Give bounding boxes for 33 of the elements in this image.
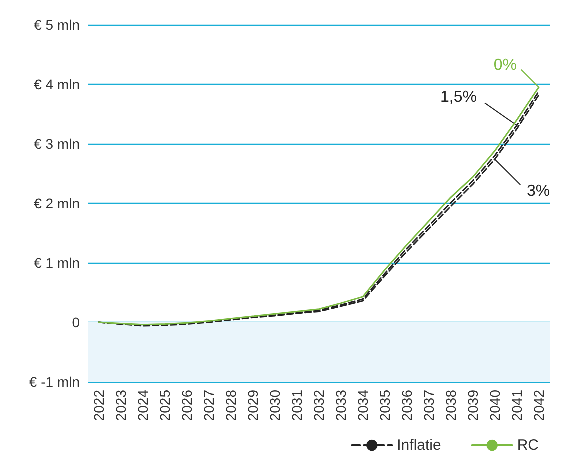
annotation: 0% [494, 56, 517, 74]
y-tick-label: € -1 mln [29, 374, 80, 390]
y-tick-label: 0 [72, 314, 80, 330]
x-tick-label: 2034 [355, 390, 371, 422]
x-tick-label: 2027 [201, 390, 217, 422]
x-tick-label: 2036 [399, 390, 415, 422]
x-tick-label: 2031 [289, 390, 305, 422]
legend-label: RC [517, 437, 540, 454]
x-tick-label: 2037 [421, 390, 437, 422]
y-tick-label: € 1 mln [34, 255, 80, 271]
y-tick-label: € 5 mln [34, 17, 80, 33]
x-tick-label: 2038 [443, 390, 459, 422]
x-tick-label: 2028 [223, 390, 239, 422]
x-tick-label: 2030 [267, 390, 283, 422]
annotation: 1,5% [440, 89, 477, 106]
x-tick-label: 2039 [465, 390, 481, 422]
x-tick-label: 2040 [487, 390, 503, 422]
x-tick-label: 2041 [509, 390, 525, 422]
x-tick-label: 2024 [135, 390, 151, 422]
x-tick-label: 2029 [245, 390, 261, 422]
x-tick-label: 2042 [531, 390, 547, 422]
x-tick-label: 2025 [157, 390, 173, 422]
y-tick-label: € 3 mln [34, 136, 80, 152]
x-tick-label: 2026 [179, 390, 195, 422]
x-tick-label: 2022 [91, 390, 107, 422]
x-tick-label: 2035 [377, 390, 393, 422]
x-tick-label: 2032 [311, 390, 327, 422]
legend-label: Inflatie [397, 437, 442, 454]
y-tick-label: € 4 mln [34, 76, 80, 92]
x-tick-label: 2023 [113, 390, 129, 422]
annotation: 3% [527, 182, 550, 200]
x-tick-label: 2033 [333, 390, 349, 422]
y-tick-label: € 2 mln [34, 196, 80, 212]
